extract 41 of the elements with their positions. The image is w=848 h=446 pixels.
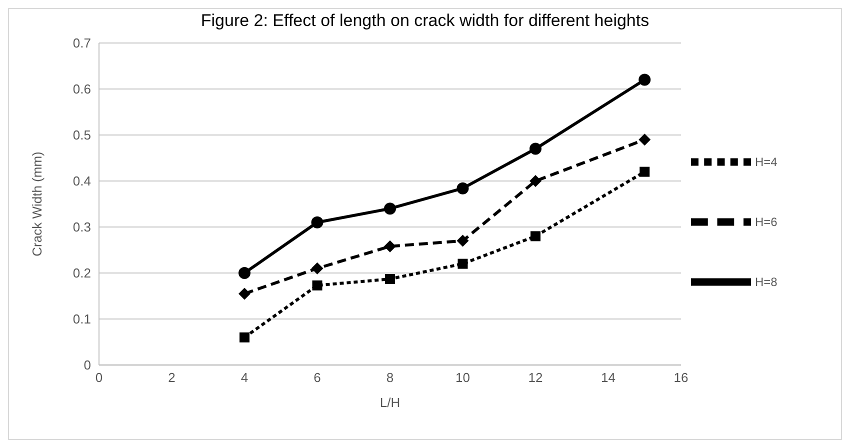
point bbox=[530, 231, 540, 242]
x-tick-label: 8 bbox=[386, 370, 394, 386]
y-tick-label: 0.1 bbox=[72, 312, 91, 327]
y-axis-title: Crack Width (mm) bbox=[30, 152, 45, 256]
point bbox=[640, 166, 650, 177]
x-axis-title: L/H bbox=[380, 395, 400, 410]
y-tick-label: 0.7 bbox=[72, 36, 91, 51]
chart-title: Figure 2: Effect of length on crack width for different heights bbox=[200, 11, 650, 31]
legend-label: H=8 bbox=[755, 275, 778, 290]
point bbox=[238, 288, 250, 300]
point bbox=[530, 142, 542, 155]
point bbox=[456, 234, 469, 247]
point bbox=[240, 332, 250, 342]
point bbox=[385, 274, 395, 284]
point bbox=[238, 267, 250, 279]
x-tick-label: 0 bbox=[95, 370, 103, 386]
y-tick-label: 0 bbox=[84, 358, 91, 373]
point bbox=[384, 240, 396, 252]
y-tick-label: 0.2 bbox=[72, 266, 91, 281]
point bbox=[530, 175, 542, 187]
x-tick-label: 12 bbox=[528, 370, 543, 386]
x-tick-label: 6 bbox=[314, 370, 321, 386]
y-tick-label: 0.6 bbox=[72, 82, 91, 97]
point bbox=[312, 280, 322, 290]
x-tick-label: 10 bbox=[456, 370, 470, 386]
point bbox=[456, 182, 469, 194]
point bbox=[384, 202, 396, 215]
y-tick-label: 0.5 bbox=[72, 128, 91, 143]
x-tick-label: 2 bbox=[168, 370, 176, 386]
point bbox=[638, 74, 651, 86]
legend-label: H=6 bbox=[755, 215, 778, 230]
x-tick-label: 4 bbox=[240, 370, 248, 386]
legend-label: H=4 bbox=[755, 155, 778, 170]
y-tick-label: 0.3 bbox=[72, 220, 91, 235]
x-tick-label: 16 bbox=[674, 370, 688, 386]
point bbox=[458, 258, 468, 269]
point bbox=[311, 262, 324, 274]
point bbox=[311, 216, 324, 228]
point bbox=[638, 134, 651, 146]
x-tick-label: 14 bbox=[601, 370, 616, 386]
y-tick-label: 0.4 bbox=[72, 174, 91, 189]
